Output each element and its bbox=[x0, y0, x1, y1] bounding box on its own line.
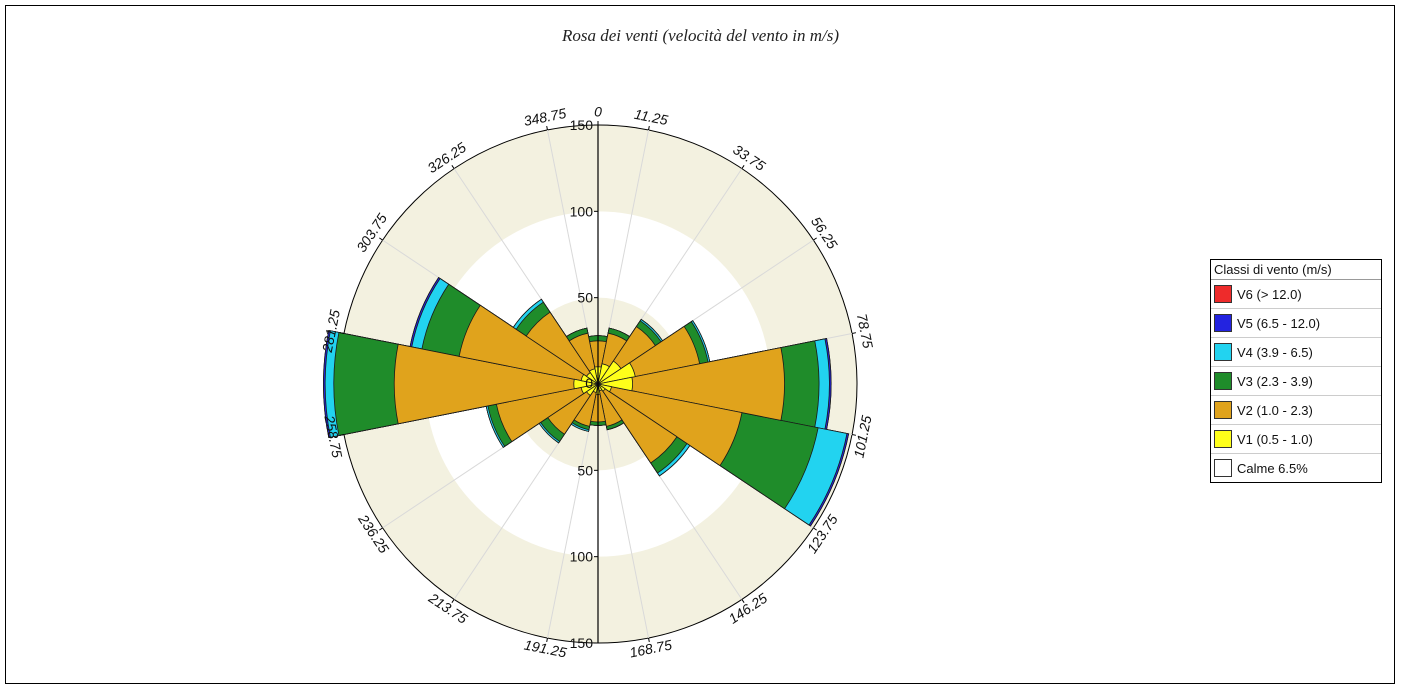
sector-v1-337.5 bbox=[588, 368, 599, 385]
chart-title: Rosa dei venti (velocità del vento in m/… bbox=[561, 26, 840, 45]
sector-v2-292.5 bbox=[458, 304, 599, 385]
legend-label: V4 (3.9 - 6.5) bbox=[1237, 344, 1313, 360]
radial-tick-label-bottom-50: 50 bbox=[577, 462, 593, 478]
legend-swatch bbox=[1214, 285, 1232, 303]
sector-v1-135 bbox=[597, 383, 606, 392]
sector-v2-157.5 bbox=[597, 383, 623, 427]
direction-tick-258-75 bbox=[339, 434, 345, 436]
direction-tick-33-75 bbox=[741, 165, 745, 169]
direction-label-0: 0 bbox=[594, 104, 602, 120]
direction-tick-11-25 bbox=[648, 125, 650, 131]
sector-v1-270 bbox=[573, 378, 599, 390]
legend-label: V6 (> 12.0) bbox=[1237, 286, 1302, 302]
legend-label: Calme 6.5% bbox=[1237, 460, 1308, 476]
legend-entry: V2 (1.0 - 2.3) bbox=[1211, 395, 1381, 424]
sector-v2-270 bbox=[393, 343, 599, 425]
legend-label: V3 (2.3 - 3.9) bbox=[1237, 373, 1313, 389]
legend-label: V2 (1.0 - 2.3) bbox=[1237, 402, 1313, 418]
direction-tick-348-75 bbox=[546, 125, 548, 131]
legend-entry: V5 (6.5 - 12.0) bbox=[1211, 308, 1381, 337]
direction-tick-78-75 bbox=[851, 332, 857, 334]
legend-entry: V4 (3.9 - 6.5) bbox=[1211, 337, 1381, 366]
legend-entry: V1 (0.5 - 1.0) bbox=[1211, 424, 1381, 453]
radial-tick-label-top-100: 100 bbox=[570, 203, 594, 219]
direction-tick-236-25 bbox=[379, 527, 383, 531]
direction-label-78-75: 78.75 bbox=[854, 312, 877, 350]
radial-tick-label-bottom-100: 100 bbox=[570, 549, 594, 565]
direction-tick-191-25 bbox=[546, 637, 548, 643]
legend: Classi di vento (m/s) V6 (> 12.0) V5 (6.5… bbox=[1210, 259, 1382, 483]
direction-tick-303-75 bbox=[379, 237, 383, 241]
direction-label-11-25: 11.25 bbox=[633, 106, 670, 128]
radial-tick-label-bottom-150: 150 bbox=[570, 635, 594, 651]
legend-swatch bbox=[1214, 343, 1232, 361]
sector-v2-90 bbox=[597, 347, 785, 421]
direction-tick-56-25 bbox=[813, 237, 817, 241]
legend-swatch bbox=[1214, 401, 1232, 419]
direction-tick-168-75 bbox=[648, 637, 650, 643]
sector-v1-90 bbox=[597, 376, 633, 392]
legend-swatch bbox=[1214, 372, 1232, 390]
legend-swatch bbox=[1214, 430, 1232, 448]
legend-swatch bbox=[1214, 314, 1232, 332]
legend-entry: Calme 6.5% bbox=[1211, 453, 1381, 482]
sector-v2-315 bbox=[525, 311, 599, 385]
direction-tick-326-25 bbox=[451, 165, 455, 169]
sector-v1-67.5 bbox=[597, 362, 636, 385]
direction-tick-101-25 bbox=[851, 434, 857, 436]
legend-label: V1 (0.5 - 1.0) bbox=[1237, 431, 1313, 447]
radial-tick-label-0: 0 bbox=[585, 375, 593, 391]
radial-tick-label-top-150: 150 bbox=[570, 117, 594, 133]
direction-tick-123-75 bbox=[813, 527, 817, 531]
legend-entry: V3 (2.3 - 3.9) bbox=[1211, 366, 1381, 395]
legend-title: Classi di vento (m/s) bbox=[1211, 260, 1381, 280]
legend-swatch bbox=[1214, 459, 1232, 477]
legend-entry: V6 (> 12.0) bbox=[1211, 280, 1381, 308]
sector-v2-135 bbox=[597, 383, 678, 464]
direction-label-348-75: 348.75 bbox=[522, 105, 567, 129]
direction-tick-146-25 bbox=[741, 599, 745, 603]
legend-label: V5 (6.5 - 12.0) bbox=[1237, 315, 1321, 331]
direction-tick-281-25 bbox=[339, 332, 345, 334]
radial-tick-label-top-50: 50 bbox=[577, 290, 593, 306]
sector-v2-112.5 bbox=[597, 383, 743, 467]
direction-tick-213-75 bbox=[451, 599, 455, 603]
